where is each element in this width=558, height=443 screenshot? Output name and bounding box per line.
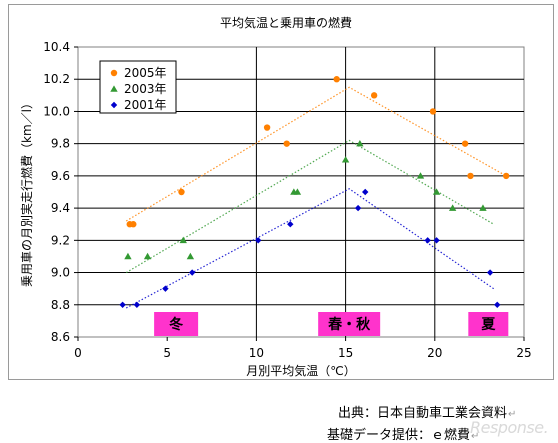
data-point: [416, 172, 425, 179]
source-line: 出典：日本自動車工業会資料↵: [338, 402, 516, 421]
data-point: [179, 236, 187, 244]
data-point: [424, 237, 431, 244]
data-point: [130, 221, 137, 228]
data-point: [283, 140, 290, 147]
data-point: [287, 221, 294, 228]
trend-layer: [125, 86, 507, 309]
data-point: [486, 269, 494, 276]
trend-line: [125, 139, 495, 274]
point-layer: [119, 76, 510, 308]
y-tick-label: 9.8: [51, 137, 70, 151]
data-point: [354, 204, 362, 212]
data-point: [356, 139, 364, 147]
y-tick-label: 8.6: [51, 330, 70, 344]
return-mark-icon: ↵: [508, 409, 517, 420]
data-point: [143, 252, 152, 260]
data-point: [494, 301, 501, 308]
data-point: [362, 188, 369, 196]
data-point: [124, 252, 132, 260]
y-tick-label: 10.0: [43, 104, 70, 118]
x-tick-label: 20: [427, 346, 442, 360]
source-text: 出典：日本自動車工業会資料: [338, 406, 508, 421]
chart-title: 平均気温と乗用車の燃費: [220, 15, 352, 30]
y-tick-label: 9.6: [51, 169, 70, 183]
data-point: [429, 108, 437, 115]
x-tick-label: 5: [163, 346, 171, 360]
y-tick-label: 9.2: [51, 233, 70, 247]
x-tick-label: 15: [338, 346, 353, 360]
legend-entry: 2001年: [124, 98, 167, 112]
chart-svg: 平均気温と乗用車の燃費 冬 春・秋 夏 8.6 8.8 9.0 9.2 9.4 9.6 9.8 1…: [19, 15, 532, 378]
data-point: [263, 124, 271, 131]
trend-line: [125, 86, 507, 222]
chart-frame: 平均気温と乗用車の燃費 冬 春・秋 夏 8.6 8.8 9.0 9.2 9.4 9.6 9.8 1…: [8, 4, 554, 380]
data-point: [119, 301, 126, 308]
x-axis-label: 月別平均気温（℃）: [246, 363, 355, 378]
season-layer: 冬 春・秋 夏: [154, 312, 509, 336]
season-label-box: [154, 312, 199, 336]
data-point: [467, 172, 474, 180]
season-label: 冬: [169, 316, 183, 333]
legend-marker: [110, 85, 118, 92]
data-point: [162, 285, 169, 292]
return-mark-icon: ↵: [471, 431, 480, 442]
data-point: [188, 269, 196, 276]
legend: 2005年 2003年 2001年: [99, 60, 177, 114]
y-tick-label: 10.4: [43, 40, 70, 54]
data-point: [178, 188, 185, 196]
data-point: [432, 188, 441, 195]
provider-text: 基礎データ提供：ｅ燃費: [327, 428, 471, 443]
y-tick-label: 9.0: [51, 266, 70, 280]
response-logo-watermark: Response.: [470, 418, 549, 437]
data-point: [293, 188, 302, 195]
data-point: [461, 140, 469, 147]
data-point: [133, 301, 141, 308]
data-point: [333, 76, 340, 83]
legend-marker: [110, 101, 118, 109]
y-axis-label: 乗用車の月別実走行燃費（km／l）: [19, 97, 34, 287]
season-label: 春・秋: [327, 316, 371, 333]
season-label-box: [318, 312, 381, 336]
provider-line: 基礎データ提供：ｅ燃費↵: [327, 424, 479, 443]
data-point: [502, 172, 510, 180]
data-point: [370, 92, 378, 99]
y-tick-label: 9.4: [51, 201, 70, 215]
data-point: [186, 252, 195, 260]
y-tick-label: 10.2: [43, 72, 70, 86]
legend-entry: 2005年: [124, 66, 167, 80]
y-tick-label: 8.8: [51, 298, 70, 312]
x-tick-label: 0: [74, 346, 82, 360]
season-label: 夏: [481, 316, 496, 333]
x-tick-label: 25: [516, 346, 531, 360]
tick-layer: 8.6 8.8 9.0 9.2 9.4 9.6 9.8 10.0 10.2 10.4 0 5 10 15 2…: [43, 40, 531, 360]
legend-entry: 2003年: [124, 82, 167, 96]
data-point: [341, 156, 350, 163]
season-label-box: [468, 312, 509, 336]
legend-marker: [110, 69, 118, 77]
x-tick-label: 10: [249, 346, 264, 360]
data-point: [479, 204, 487, 211]
data-point: [448, 204, 457, 211]
trend-line: [125, 188, 495, 309]
data-point: [433, 237, 440, 244]
